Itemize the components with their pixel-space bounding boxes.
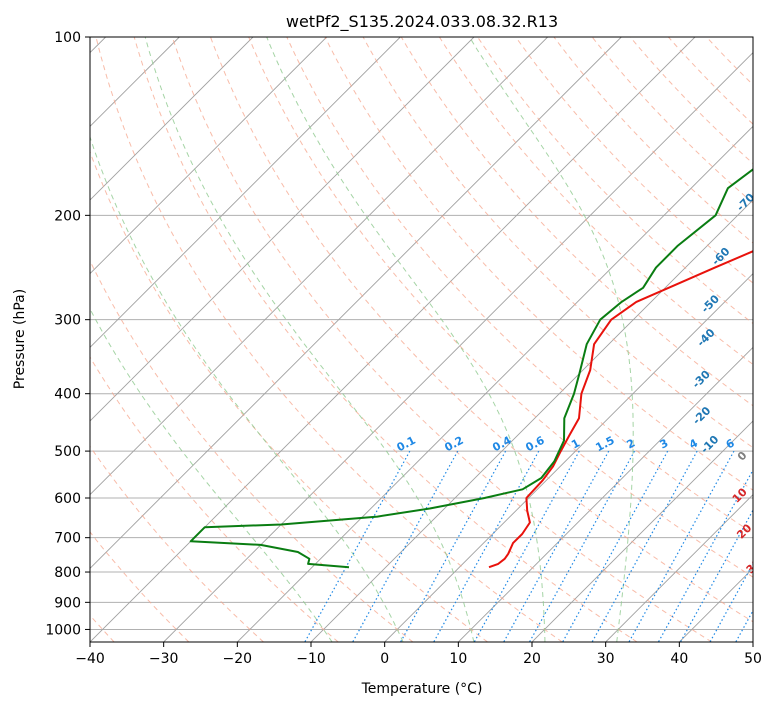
mixing-ratio-line xyxy=(528,450,636,642)
x-tick-label: 0 xyxy=(380,651,389,667)
dry-adiabat-line xyxy=(248,37,753,578)
dry-adiabat-line xyxy=(362,37,753,449)
moist-adiabat-line xyxy=(469,37,634,642)
isotherm-line xyxy=(163,52,753,642)
mixing-ratio-line xyxy=(400,450,507,642)
mixing-ratio-line xyxy=(679,508,753,642)
mixing-ratio-line xyxy=(304,450,411,642)
isotherm-line xyxy=(605,494,753,642)
dry-adiabat-line xyxy=(324,37,753,491)
x-tick-label: 10 xyxy=(449,651,467,667)
isotherm-line xyxy=(237,125,753,642)
mixing-ratio-line xyxy=(562,450,669,642)
dry-adiabat-line xyxy=(400,37,753,407)
mixing-ratio-line xyxy=(628,450,735,642)
moist-adiabat-line xyxy=(144,37,475,642)
x-tick-label: 30 xyxy=(597,651,615,667)
dry-adiabat-line xyxy=(210,37,753,623)
x-tick-label: 50 xyxy=(744,651,762,667)
mixing-ratio-line xyxy=(657,468,753,642)
y-tick-label: 600 xyxy=(54,491,81,507)
x-tick-label: 20 xyxy=(523,651,541,667)
mixing-ratio-line xyxy=(433,450,540,642)
mixing-ratio-line xyxy=(352,450,459,642)
dry-adiabat-line xyxy=(90,531,190,642)
y-tick-label: 800 xyxy=(54,565,81,581)
plot-frame xyxy=(89,36,754,643)
y-axis-title: Pressure (hPa) xyxy=(12,289,28,389)
dry-adiabat-line xyxy=(133,37,638,642)
isotherm-line xyxy=(90,37,475,422)
y-tick-label: 300 xyxy=(54,313,81,329)
y-tick-label: 900 xyxy=(54,595,81,611)
axes-layer: −40 −30 −20 −10 0 10 20 30 40 50 100 200 300 400 500 60… xyxy=(45,30,762,667)
isotherm-line xyxy=(90,37,401,348)
x-tick-label: −30 xyxy=(149,651,179,667)
isotherm-line xyxy=(90,37,548,496)
y-tick-label: 100 xyxy=(54,30,81,46)
temperature-profile-line xyxy=(488,250,753,569)
dry-adiabat-label: 30 xyxy=(744,556,764,576)
dry-adiabat-line xyxy=(90,259,414,642)
isotherm-line xyxy=(531,420,753,642)
y-tick-label: 700 xyxy=(54,531,81,547)
y-tick-label: 400 xyxy=(54,387,81,403)
moist-adiabat-line xyxy=(90,135,404,642)
isotherm-line xyxy=(90,37,254,201)
reference-lines-layer xyxy=(90,37,753,642)
chart-title: wetPf2_S135.2024.033.08.32.R13 xyxy=(286,12,558,32)
x-tick-label: −40 xyxy=(75,651,105,667)
y-tick-label: 1000 xyxy=(45,622,81,638)
y-tick-label: 500 xyxy=(54,444,81,460)
isotherm-line xyxy=(384,273,753,642)
x-tick-label: −20 xyxy=(223,651,253,667)
mixing-ratio-line xyxy=(591,450,698,642)
dry-adiabat-line xyxy=(95,37,563,642)
dry-adiabat-line xyxy=(438,37,753,366)
y-tick-label: 200 xyxy=(54,208,81,224)
isotherm-line xyxy=(90,37,622,569)
dry-adiabat-line xyxy=(90,356,339,642)
mixing-ratio-line xyxy=(503,450,610,642)
isotherm-line xyxy=(90,37,327,275)
x-tick-label: 40 xyxy=(670,651,688,667)
dry-adiabat-line xyxy=(286,37,753,534)
isotherm-line xyxy=(458,346,753,642)
x-tick-label: −10 xyxy=(296,651,326,667)
mixing-ratio-line xyxy=(473,450,580,642)
dry-adiabat-label: 20 xyxy=(734,521,754,541)
x-axis-title: Temperature (°C) xyxy=(361,681,483,697)
